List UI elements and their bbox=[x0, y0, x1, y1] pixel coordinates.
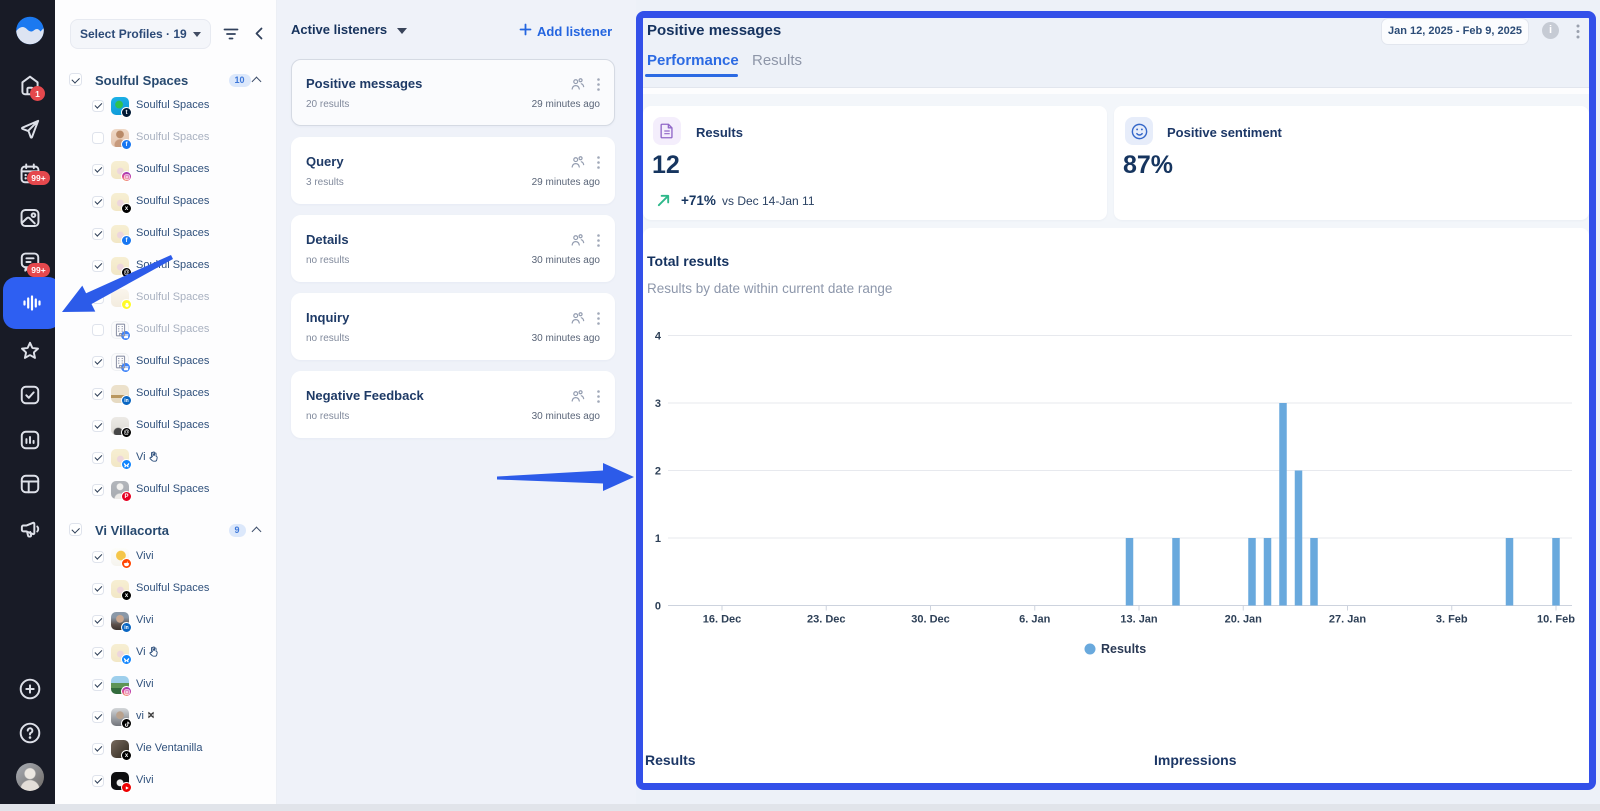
svg-text:0: 0 bbox=[655, 601, 661, 613]
svg-text:6. Jan: 6. Jan bbox=[1019, 614, 1050, 626]
svg-text:30. Dec: 30. Dec bbox=[911, 614, 950, 626]
svg-text:1: 1 bbox=[655, 533, 661, 545]
svg-text:2: 2 bbox=[655, 466, 661, 478]
svg-text:13. Jan: 13. Jan bbox=[1120, 614, 1158, 626]
svg-text:20. Jan: 20. Jan bbox=[1225, 614, 1263, 626]
svg-text:23. Dec: 23. Dec bbox=[807, 614, 846, 626]
svg-text:Results: Results bbox=[1101, 642, 1146, 656]
svg-text:4: 4 bbox=[655, 331, 662, 343]
svg-text:3. Feb: 3. Feb bbox=[1436, 614, 1468, 626]
svg-text:3: 3 bbox=[655, 398, 661, 410]
svg-text:10. Feb: 10. Feb bbox=[1537, 614, 1575, 626]
svg-text:16. Dec: 16. Dec bbox=[703, 614, 742, 626]
svg-text:27. Jan: 27. Jan bbox=[1329, 614, 1367, 626]
